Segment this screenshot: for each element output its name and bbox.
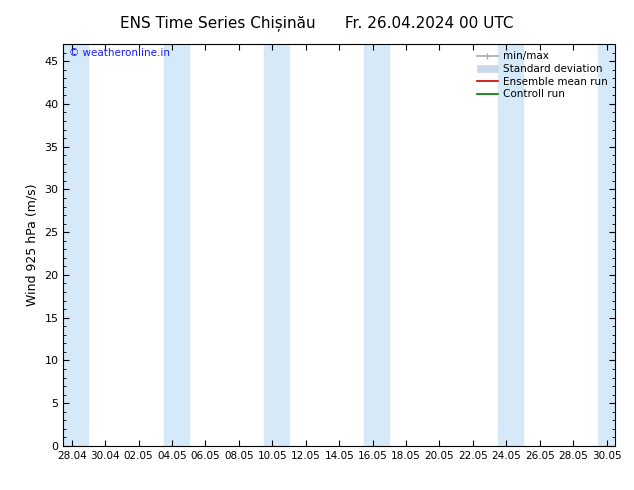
Text: ENS Time Series Chișinău      Fr. 26.04.2024 00 UTC: ENS Time Series Chișinău Fr. 26.04.2024 … <box>120 15 514 30</box>
Bar <box>264 44 289 446</box>
Legend: min/max, Standard deviation, Ensemble mean run, Controll run: min/max, Standard deviation, Ensemble me… <box>475 49 610 101</box>
Bar <box>365 44 389 446</box>
Bar <box>63 44 89 446</box>
Bar <box>598 44 615 446</box>
Bar <box>498 44 523 446</box>
Y-axis label: Wind 925 hPa (m/s): Wind 925 hPa (m/s) <box>26 184 39 306</box>
Text: © weatheronline.in: © weatheronline.in <box>69 48 170 58</box>
Bar <box>164 44 189 446</box>
